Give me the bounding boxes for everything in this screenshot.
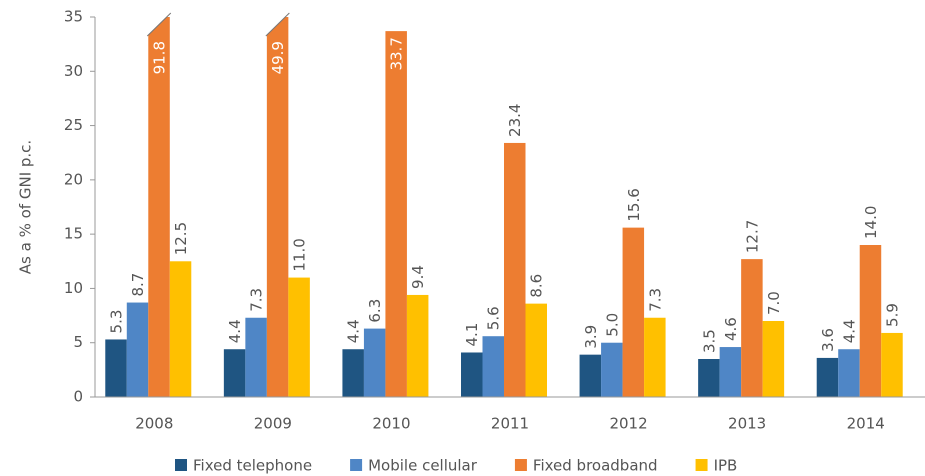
bar — [385, 31, 407, 397]
bar — [762, 321, 785, 397]
value-label: 4.6 — [722, 317, 740, 341]
bar — [504, 142, 526, 397]
value-label: 12.5 — [172, 222, 190, 255]
bar — [741, 259, 763, 397]
axis-break-line — [146, 12, 172, 37]
legend-swatch — [175, 459, 187, 471]
bar — [579, 354, 602, 397]
bar — [525, 303, 547, 397]
bar — [698, 359, 720, 397]
bar — [601, 342, 623, 397]
bar — [342, 349, 364, 397]
legend-label: Mobile cellular — [368, 457, 478, 475]
legend-label: Fixed broadband — [533, 457, 658, 475]
bar — [363, 328, 386, 397]
value-label: 8.7 — [129, 273, 147, 297]
bar — [169, 261, 192, 397]
y-tick-label: 20 — [64, 170, 83, 188]
value-label: 7.3 — [248, 288, 266, 312]
value-label: 15.6 — [625, 188, 643, 221]
x-tick-label: 2011 — [491, 415, 529, 433]
value-label: 9.4 — [409, 265, 427, 289]
legend-label: Fixed telephone — [193, 457, 312, 475]
value-label: 5.9 — [883, 303, 901, 327]
bar — [126, 302, 149, 397]
bar — [105, 339, 127, 397]
y-tick-label: 30 — [64, 62, 83, 80]
value-label: 7.0 — [765, 291, 783, 315]
y-axis-label: As a % of GNI p.c. — [17, 140, 35, 274]
value-label: 3.9 — [582, 325, 600, 349]
bar — [881, 332, 903, 397]
bar — [223, 349, 246, 397]
value-label: 3.6 — [819, 328, 837, 352]
bar — [622, 227, 645, 397]
value-label: 4.4 — [345, 319, 363, 343]
bar — [266, 17, 289, 397]
value-label: 12.7 — [743, 220, 761, 253]
bar — [461, 352, 483, 397]
bar — [816, 357, 839, 397]
value-label: 23.4 — [506, 104, 524, 137]
legend-label: IPB — [714, 457, 738, 475]
x-tick-label: 2013 — [728, 415, 766, 433]
bar — [288, 277, 310, 397]
y-tick-label: 0 — [73, 388, 83, 406]
y-tick-label: 15 — [64, 225, 83, 243]
bar — [859, 245, 882, 397]
y-tick-label: 35 — [64, 8, 83, 26]
bar — [406, 294, 429, 397]
value-label: 5.3 — [108, 310, 126, 334]
y-tick-label: 10 — [64, 279, 83, 297]
legend-swatch — [514, 459, 527, 471]
value-label: 5.0 — [603, 313, 621, 337]
x-tick-label: 2009 — [254, 415, 292, 433]
value-label: 3.5 — [700, 329, 718, 353]
value-label: 4.4 — [226, 319, 244, 343]
value-label: 4.4 — [840, 319, 858, 343]
bar — [838, 349, 860, 397]
bar — [719, 347, 742, 397]
bar — [245, 317, 267, 397]
bar — [482, 336, 504, 397]
bar — [644, 317, 666, 397]
value-label: 7.3 — [646, 288, 664, 312]
value-label: 14.0 — [862, 206, 880, 239]
y-tick-label: 5 — [73, 333, 83, 351]
value-label: 11.0 — [291, 238, 309, 271]
plot-area — [105, 17, 903, 397]
value-label: 6.3 — [366, 299, 384, 323]
legend-swatch — [350, 459, 363, 471]
legend-swatch — [695, 459, 708, 471]
y-tick-label: 25 — [64, 116, 83, 134]
axis-break-line — [265, 12, 290, 37]
value-label: 4.1 — [463, 323, 481, 347]
value-label: 49.9 — [269, 41, 287, 74]
x-tick-label: 2012 — [609, 415, 647, 433]
bar — [148, 17, 170, 397]
value-label: 91.8 — [151, 41, 169, 74]
value-label: 8.6 — [528, 274, 546, 298]
x-tick-label: 2014 — [847, 415, 885, 433]
value-label: 5.6 — [485, 306, 503, 330]
x-tick-label: 2010 — [372, 415, 410, 433]
x-tick-label: 2008 — [135, 415, 173, 433]
value-label: 33.7 — [388, 37, 406, 70]
